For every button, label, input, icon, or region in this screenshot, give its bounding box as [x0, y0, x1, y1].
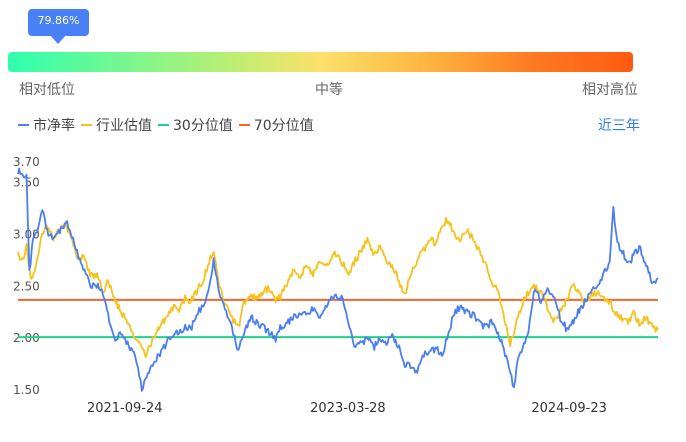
- legend-label-pb: 市净率: [33, 118, 75, 134]
- y-tick-label: 3.70: [13, 155, 40, 169]
- series-line-industry: [17, 216, 659, 358]
- x-tick-label: 2024-09-23: [531, 401, 607, 416]
- percentile-badge: 79.86%: [28, 9, 89, 44]
- gauge-label-low: 相对低位: [19, 82, 75, 98]
- period-selector-button[interactable]: 近三年: [598, 118, 640, 134]
- y-tick-label: 2.50: [13, 279, 40, 293]
- legend-item-p70[interactable]: 70分位值: [238, 115, 314, 135]
- legend-item-industry[interactable]: 行业估值: [81, 115, 152, 135]
- legend-swatch-p70: [238, 124, 250, 126]
- legend-swatch-industry: [81, 124, 92, 126]
- legend-label-p30: 30分位值: [173, 118, 233, 134]
- y-tick-label: 2.00: [13, 331, 40, 345]
- legend-item-p30[interactable]: 30分位值: [158, 115, 233, 135]
- chart-legend: 市净率 行业估值 30分位值 70分位值: [18, 115, 320, 135]
- gauge-label-high: 相对高位: [582, 82, 638, 98]
- legend-label-industry: 行业估值: [96, 118, 152, 134]
- y-tick-label: 1.50: [13, 383, 40, 397]
- series-line-pb: [17, 167, 659, 392]
- valuation-gauge-bar: [8, 52, 633, 72]
- x-tick-label: 2021-09-24: [87, 401, 163, 416]
- x-tick-label: 2023-03-28: [310, 401, 386, 416]
- legend-label-p70: 70分位值: [253, 118, 314, 134]
- gauge-label-mid: 中等: [315, 82, 343, 98]
- legend-swatch-p30: [158, 124, 169, 126]
- legend-item-pb[interactable]: 市净率: [18, 115, 75, 135]
- legend-swatch-pb: [18, 124, 29, 126]
